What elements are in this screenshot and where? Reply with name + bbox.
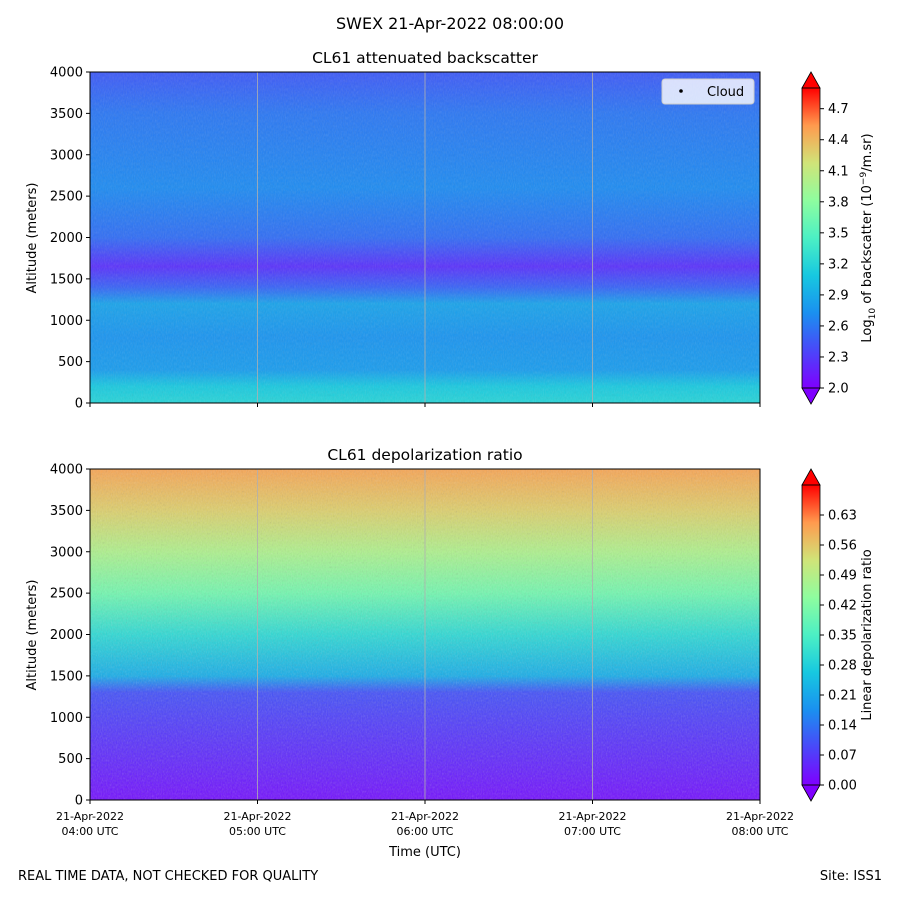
y-tick-label: 3000 bbox=[50, 545, 83, 560]
x-tick-date: 21-Apr-2022 bbox=[558, 810, 626, 823]
top-gridlines bbox=[257, 72, 593, 403]
colorbar-tick-label: 3.2 bbox=[828, 257, 849, 272]
y-tick-label: 1500 bbox=[50, 669, 83, 684]
colorbar-tick-label: 0.14 bbox=[828, 719, 857, 734]
top-panel-title: CL61 attenuated backscatter bbox=[312, 49, 538, 67]
bottom-gridlines bbox=[257, 469, 593, 800]
colorbar-gradient bbox=[802, 88, 820, 388]
y-tick-label: 2500 bbox=[50, 587, 83, 602]
y-tick-label: 0 bbox=[75, 397, 83, 412]
colorbar-tick-label: 0.35 bbox=[828, 629, 857, 644]
colorbar-label: Linear depolarization ratio bbox=[860, 549, 875, 720]
colorbar-gradient bbox=[802, 485, 820, 785]
y-tick-label: 0 bbox=[75, 794, 83, 809]
y-tick-label: 1000 bbox=[50, 711, 83, 726]
top-y-ticks: 0 500 1000 1500 2000 2500 3000 3500 4000 bbox=[50, 66, 90, 412]
y-tick-label: 2000 bbox=[50, 231, 83, 246]
colorbar-extend-min bbox=[801, 387, 821, 405]
x-tick-date: 21-Apr-2022 bbox=[223, 810, 291, 823]
x-tick-date: 21-Apr-2022 bbox=[726, 810, 794, 823]
y-tick-label: 3500 bbox=[50, 107, 83, 122]
cloud-marker-icon bbox=[679, 89, 683, 93]
x-tick-time: 06:00 UTC bbox=[396, 825, 453, 838]
y-tick-label: 3500 bbox=[50, 504, 83, 519]
bottom-y-ticks: 0 500 1000 1500 2000 2500 3000 3500 4000 bbox=[50, 463, 90, 809]
y-tick-label: 4000 bbox=[50, 463, 83, 478]
x-tick-time: 08:00 UTC bbox=[731, 825, 788, 838]
colorbar-tick-label: 4.1 bbox=[828, 164, 849, 179]
figure-title: SWEX 21-Apr-2022 08:00:00 bbox=[335, 14, 564, 33]
bottom-x-ticks: 21-Apr-2022 04:00 UTC 21-Apr-2022 05:00 UTC… bbox=[56, 800, 794, 838]
colorbar-tick-label: 0.07 bbox=[828, 749, 857, 764]
quality-disclaimer: REAL TIME DATA, NOT CHECKED FOR QUALITY bbox=[18, 869, 319, 884]
bottom-y-axis-label: Altitude (meters) bbox=[25, 580, 40, 691]
top-y-axis-label: Altitude (meters) bbox=[25, 183, 40, 294]
colorbar-ticks: 0.00 0.07 0.14 0.21 0.28 0.35 0.42 0.49 0.56 0.63 bbox=[820, 509, 857, 794]
cloud-legend: Cloud bbox=[661, 78, 755, 105]
colorbar-tick-label: 2.0 bbox=[828, 382, 849, 397]
y-tick-label: 2500 bbox=[50, 190, 83, 205]
y-tick-label: 1000 bbox=[50, 314, 83, 329]
colorbar-tick-label: 3.8 bbox=[828, 195, 849, 210]
colorbar-extend-min bbox=[801, 784, 821, 802]
legend-label: Cloud bbox=[707, 85, 744, 100]
top-x-ticks bbox=[89, 403, 761, 407]
depolarization-colorbar: 0.00 0.07 0.14 0.21 0.28 0.35 0.42 0.49 0.56 0.63… bbox=[801, 468, 875, 802]
x-tick-time: 05:00 UTC bbox=[229, 825, 286, 838]
y-tick-label: 1500 bbox=[50, 272, 83, 287]
colorbar-ticks: 2.0 2.3 2.6 2.9 3.2 3.5 3.8 4.1 4.4 4.7 bbox=[820, 102, 849, 397]
colorbar-tick-label: 0.42 bbox=[828, 599, 857, 614]
colorbar-tick-label: 0.00 bbox=[828, 779, 857, 794]
y-tick-label: 2000 bbox=[50, 628, 83, 643]
x-tick-time: 04:00 UTC bbox=[61, 825, 118, 838]
colorbar-tick-label: 0.21 bbox=[828, 689, 857, 704]
x-tick-time: 07:00 UTC bbox=[564, 825, 621, 838]
bottom-panel-title: CL61 depolarization ratio bbox=[327, 446, 523, 464]
y-tick-label: 3000 bbox=[50, 148, 83, 163]
legend-box bbox=[661, 78, 755, 105]
colorbar-tick-label: 0.28 bbox=[828, 659, 857, 674]
y-tick-label: 500 bbox=[58, 752, 83, 767]
colorbar-tick-label: 2.6 bbox=[828, 319, 849, 334]
colorbar-extend-max bbox=[801, 468, 821, 486]
y-tick-label: 4000 bbox=[50, 66, 83, 81]
colorbar-tick-label: 0.63 bbox=[828, 509, 857, 524]
colorbar-tick-label: 4.4 bbox=[828, 133, 849, 148]
colorbar-tick-label: 2.9 bbox=[828, 288, 849, 303]
backscatter-colorbar: 2.0 2.3 2.6 2.9 3.2 3.5 3.8 4.1 4.4 4.7 Log10 of … bbox=[801, 71, 878, 405]
colorbar-tick-label: 4.7 bbox=[828, 102, 849, 117]
y-tick-label: 500 bbox=[58, 355, 83, 370]
depolarization-panel: 0 500 1000 1500 2000 2500 3000 3500 4000 21-Apr-… bbox=[25, 463, 875, 861]
x-tick-date: 21-Apr-2022 bbox=[56, 810, 124, 823]
x-axis-label: Time (UTC) bbox=[388, 845, 461, 860]
colorbar-tick-label: 0.49 bbox=[828, 569, 857, 584]
site-label: Site: ISS1 bbox=[819, 869, 882, 884]
colorbar-tick-label: 2.3 bbox=[828, 350, 849, 365]
colorbar-label: Log10 of backscatter (10−9/m.sr) bbox=[859, 133, 878, 342]
backscatter-panel: 0 500 1000 1500 2000 2500 3000 3500 4000 Altitud… bbox=[25, 66, 878, 412]
colorbar-extend-max bbox=[801, 71, 821, 89]
x-tick-date: 21-Apr-2022 bbox=[391, 810, 459, 823]
colorbar-tick-label: 0.56 bbox=[828, 539, 857, 554]
colorbar-tick-label: 3.5 bbox=[828, 226, 849, 241]
